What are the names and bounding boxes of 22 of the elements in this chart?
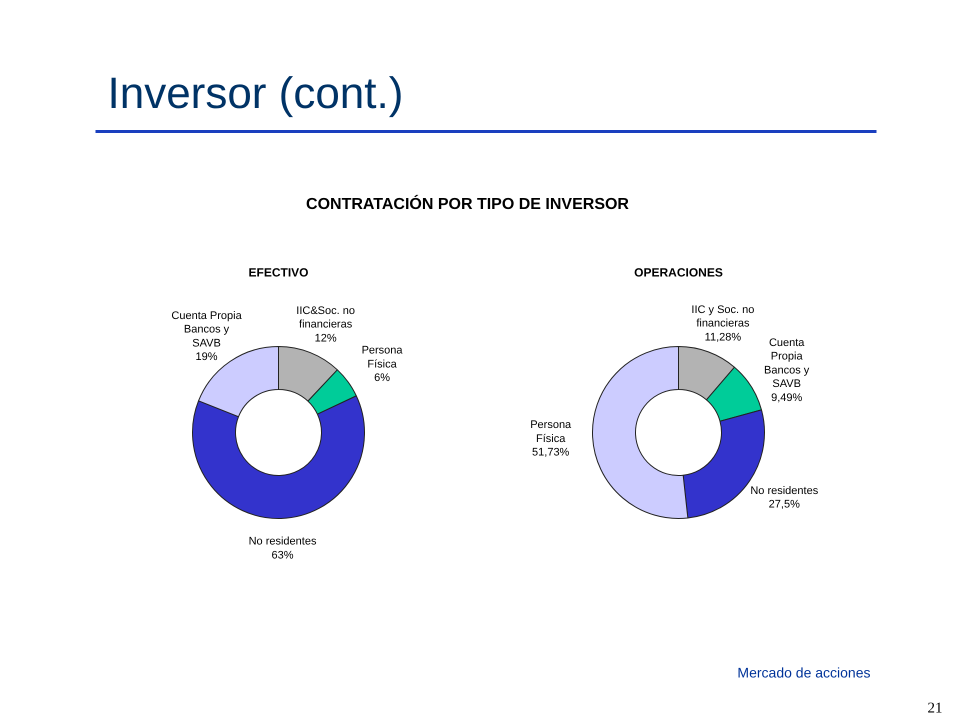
chart-title: EFECTIVO: [248, 266, 309, 280]
slice-label: No residentes: [248, 536, 317, 548]
text: Inversor (cont.): [108, 69, 404, 118]
slice-label: Cuenta Propia Bancos y SAVB: [764, 337, 810, 390]
data-label: 6%: [374, 372, 390, 384]
chart-title: OPERACIONES: [634, 266, 723, 280]
data-label: 9,49%: [771, 392, 802, 404]
text: CONTRATACIÓN POR TIPO DE INVERSOR: [306, 194, 630, 213]
data-label: 63%: [272, 549, 294, 562]
slice-label: IIC y Soc. no financieras: [691, 304, 754, 330]
data-label: 27,5%: [768, 498, 800, 511]
slice-label: Cuenta Propia Bancos y SAVB: [171, 310, 243, 350]
text: Mercado de acciones: [737, 664, 871, 680]
data-label: 12%: [314, 332, 337, 344]
data-label: 11,28%: [704, 331, 742, 344]
text: 21: [928, 700, 942, 716]
slice-label: IIC&Soc. no financieras: [296, 304, 355, 331]
data-label: 51,73%: [532, 446, 570, 459]
slice-label: Persona Física: [362, 344, 404, 370]
slice-label: No residentes: [750, 484, 819, 497]
data-label: 19%: [196, 351, 218, 364]
slice-label: Persona Física: [530, 419, 572, 445]
